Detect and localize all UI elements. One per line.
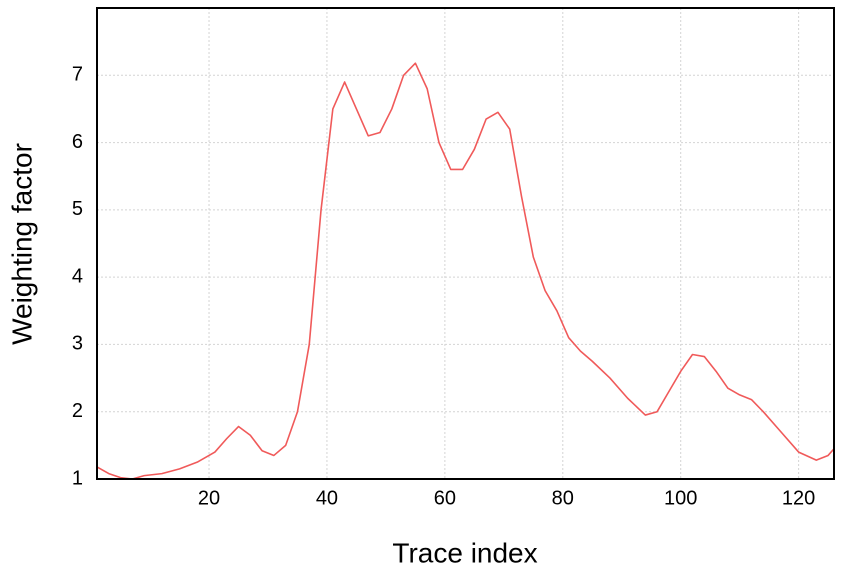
x-tick-label: 80 [552, 487, 574, 509]
x-tick-label: 20 [198, 487, 220, 509]
x-axis-label: Trace index [392, 537, 537, 568]
y-tick-label: 1 [72, 467, 83, 489]
y-axis-label: Weighting factor [6, 143, 37, 345]
plot-frame [96, 7, 835, 480]
x-tick-label: 40 [316, 487, 338, 509]
x-tick-label: 120 [782, 487, 815, 509]
x-tick-label: 60 [434, 487, 456, 509]
y-tick-label: 5 [72, 198, 83, 220]
y-tick-label: 7 [72, 64, 83, 86]
data-line [96, 62, 835, 480]
y-tick-label: 3 [72, 333, 83, 355]
y-tick-label: 6 [72, 131, 83, 153]
x-tick-label: 100 [664, 487, 697, 509]
y-tick-label: 2 [72, 400, 83, 422]
y-tick-label: 4 [72, 265, 83, 287]
